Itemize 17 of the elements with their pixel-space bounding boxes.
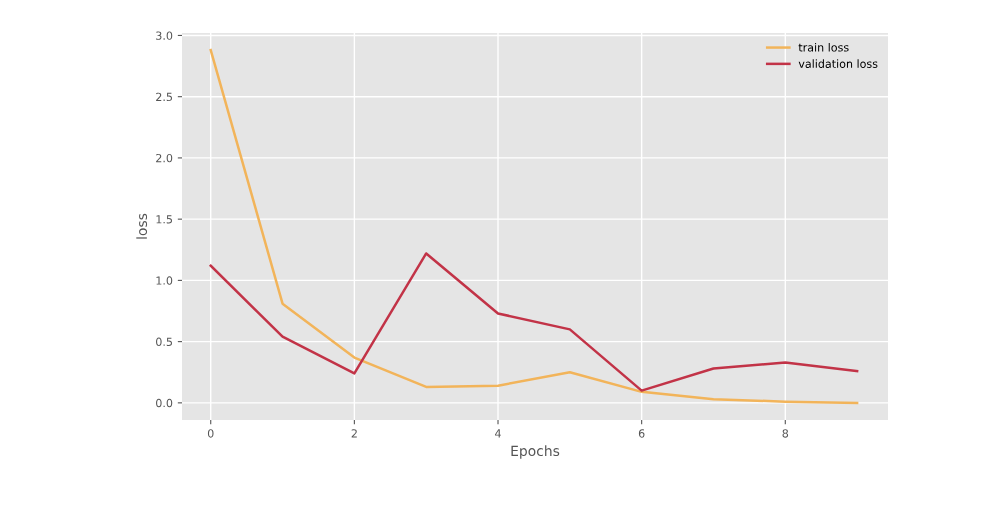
y-tick-label: 1.0 [156, 276, 173, 285]
y-tick-label: 2.0 [156, 153, 173, 163]
x-tick-label: 8 [782, 429, 789, 438]
x-tick-label: 6 [638, 429, 645, 438]
y-tick-label: 2.5 [156, 92, 172, 102]
legend-label: train loss [798, 43, 849, 52]
x-axis-title: Epochs [511, 445, 560, 459]
x-tick-label: 0 [207, 429, 214, 438]
x-tick-label: 4 [495, 429, 501, 438]
y-tick-label: 0.5 [156, 337, 172, 346]
y-tick-label: 3.0 [156, 31, 173, 40]
x-tick-label: 2 [351, 429, 357, 438]
line-series [209, 252, 859, 392]
y-tick-label: 1.5 [156, 215, 172, 224]
y-tick-label: 0.0 [156, 398, 173, 408]
y-axis-title: loss [136, 213, 148, 239]
legend-label: validation loss [798, 59, 878, 68]
